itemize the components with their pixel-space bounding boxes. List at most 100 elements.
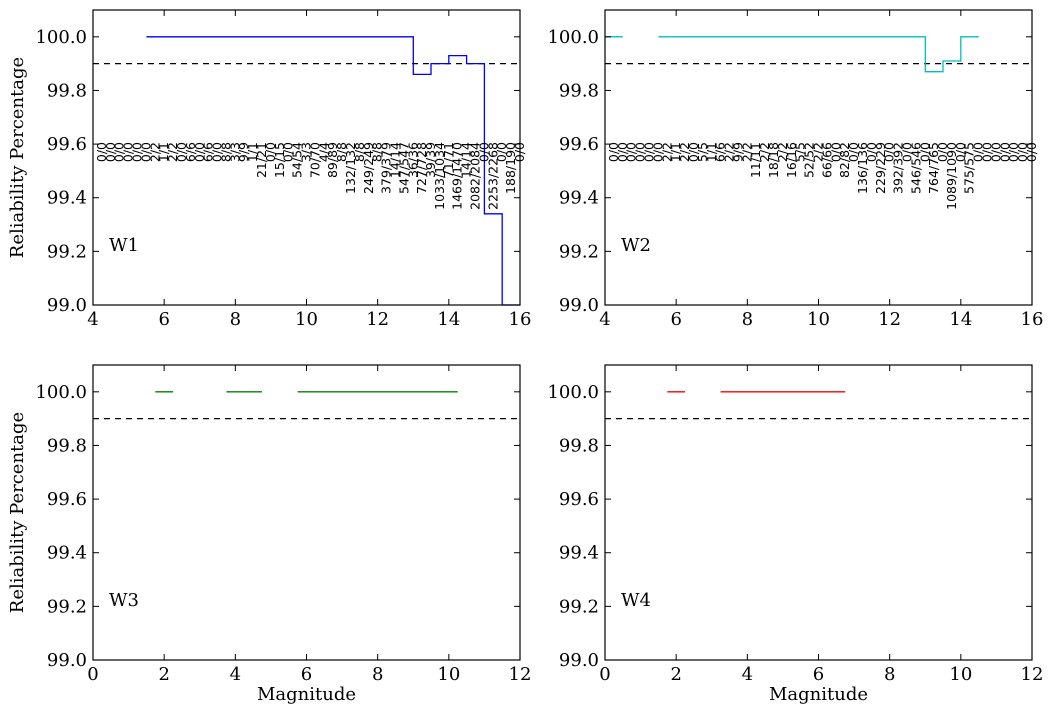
count-label: 1/1 (245, 142, 260, 162)
y-tick-label: 99.4 (559, 188, 599, 209)
count-label: 54/54 (290, 142, 305, 178)
y-tick-label: 99.0 (559, 650, 599, 671)
count-label: 2/2 (165, 142, 180, 162)
count-label: 2/2 (757, 142, 772, 162)
y-tick-label: 99.2 (47, 241, 87, 262)
count-label: 14/14 (388, 142, 403, 178)
count-label: 9/9 (236, 142, 251, 162)
y-tick-label: 100.0 (547, 382, 599, 403)
x-tick-label: 16 (509, 309, 532, 330)
count-label: 8/8 (334, 142, 349, 162)
x-tick-label: 4 (599, 309, 610, 330)
count-label: 2253/2268 (485, 142, 500, 210)
count-label: 0/0 (121, 142, 136, 162)
panel-label: W2 (621, 235, 651, 256)
x-tick-label: 6 (670, 309, 681, 330)
count-label: 52/52 (802, 142, 817, 178)
panel-label: W1 (109, 235, 139, 256)
count-label: 0/0 (988, 142, 1003, 162)
count-label: 0/0 (192, 142, 207, 162)
count-label: 39/39 (423, 142, 438, 178)
count-label: 547/547 (396, 142, 411, 194)
x-tick-label: 14 (437, 309, 460, 330)
y-tick-label: 99.2 (47, 596, 87, 617)
axes-frame (604, 364, 1033, 661)
count-label: 0/0 (828, 142, 843, 162)
count-label: 764/765 (926, 142, 941, 194)
y-tick-label: 99.2 (559, 596, 599, 617)
count-label: 0/0 (103, 142, 118, 162)
count-label: 36/36 (405, 142, 420, 178)
count-label: 82/82 (837, 142, 852, 178)
count-label: 1089/1090 (944, 142, 959, 210)
count-label: 5/5 (793, 142, 808, 162)
x-tick-label: 8 (742, 309, 753, 330)
x-tick-label: 10 (437, 664, 460, 685)
x-tick-label: 2 (158, 664, 169, 685)
count-label: 229/229 (873, 142, 888, 194)
count-label: 6/6 (713, 142, 728, 162)
count-label: 249/249 (361, 142, 376, 194)
count-label: 6/6 (183, 142, 198, 162)
x-tick-label: 2 (670, 664, 681, 685)
count-label: 0/0 (624, 142, 639, 162)
count-label: 1033/1034 (432, 142, 447, 210)
y-tick-label: 99.6 (559, 489, 599, 510)
count-label: 0/0 (174, 142, 189, 162)
y-tick-label: 99.8 (47, 80, 87, 101)
y-axis-title: Reliability Percentage (7, 57, 28, 258)
y-tick-label: 100.0 (35, 27, 87, 48)
x-tick-label: 12 (1021, 664, 1044, 685)
y-tick-label: 99.6 (47, 489, 87, 510)
x-tick-label: 16 (1021, 309, 1044, 330)
x-axis-title: Magnitude (769, 684, 868, 705)
count-label: 0/0 (138, 142, 153, 162)
count-label: 2082/2084 (468, 142, 483, 210)
x-tick-label: 10 (807, 309, 830, 330)
count-label: 1469/1470 (450, 142, 465, 210)
count-label: 2/2 (677, 142, 692, 162)
count-label: 14/14 (459, 142, 474, 178)
y-tick-label: 99.2 (559, 241, 599, 262)
count-label: 0/0 (642, 142, 657, 162)
count-label: 0/0 (971, 142, 986, 162)
x-tick-label: 8 (230, 309, 241, 330)
panel-w2: 0/0 0/0 0/0 2/2 2/2 5/5 6/6 9/9 11/11 18/18 16/16 5… (547, 9, 1044, 330)
panel-label: W4 (621, 590, 651, 611)
count-label: 2/2 (147, 142, 162, 162)
count-label: 727/728 (414, 142, 429, 194)
y-tick-label: 99.8 (47, 435, 87, 456)
x-tick-label: 4 (87, 309, 98, 330)
count-label: 0/0 (633, 142, 648, 162)
count-label: 2/2 (659, 142, 674, 162)
panel-label: W3 (109, 590, 139, 611)
x-axis-title: Magnitude (257, 684, 356, 705)
count-label: 71/71 (441, 142, 456, 178)
y-tick-label: 99.0 (47, 650, 87, 671)
count-label: 1/1 (704, 142, 719, 162)
count-label: 0/0 (864, 142, 879, 162)
axes-frame (92, 364, 521, 661)
count-label: 4/4 (316, 142, 331, 162)
count-label: 0/0 (210, 142, 225, 162)
count-label: 0/0 (686, 142, 701, 162)
count-label: 15/15 (272, 142, 287, 178)
count-label: 0/0 (997, 142, 1012, 162)
count-label: 0/0 (1024, 142, 1039, 162)
count-label: 0/0 (650, 142, 665, 162)
count-label: 0/0 (615, 142, 630, 162)
y-tick-label: 99.6 (559, 134, 599, 155)
x-tick-label: 14 (949, 309, 972, 330)
x-tick-label: 4 (742, 664, 753, 685)
x-tick-label: 10 (949, 664, 972, 685)
count-label: 0/0 (606, 142, 621, 162)
count-label: 188/190 (503, 142, 518, 194)
count-label: 0/0 (494, 142, 509, 162)
y-tick-label: 99.8 (559, 435, 599, 456)
panel-w3: 0/0 0/0 0/0 1/1 0/0 0/0 0/0 3/3 1/1 0/0 0/0 3/3 4/4 8… (7, 142, 531, 705)
y-tick-label: 99.4 (47, 188, 87, 209)
count-label: 89/89 (325, 142, 340, 178)
y-tick-label: 99.4 (47, 543, 87, 564)
count-label: 575/575 (962, 142, 977, 194)
x-tick-label: 12 (366, 309, 389, 330)
